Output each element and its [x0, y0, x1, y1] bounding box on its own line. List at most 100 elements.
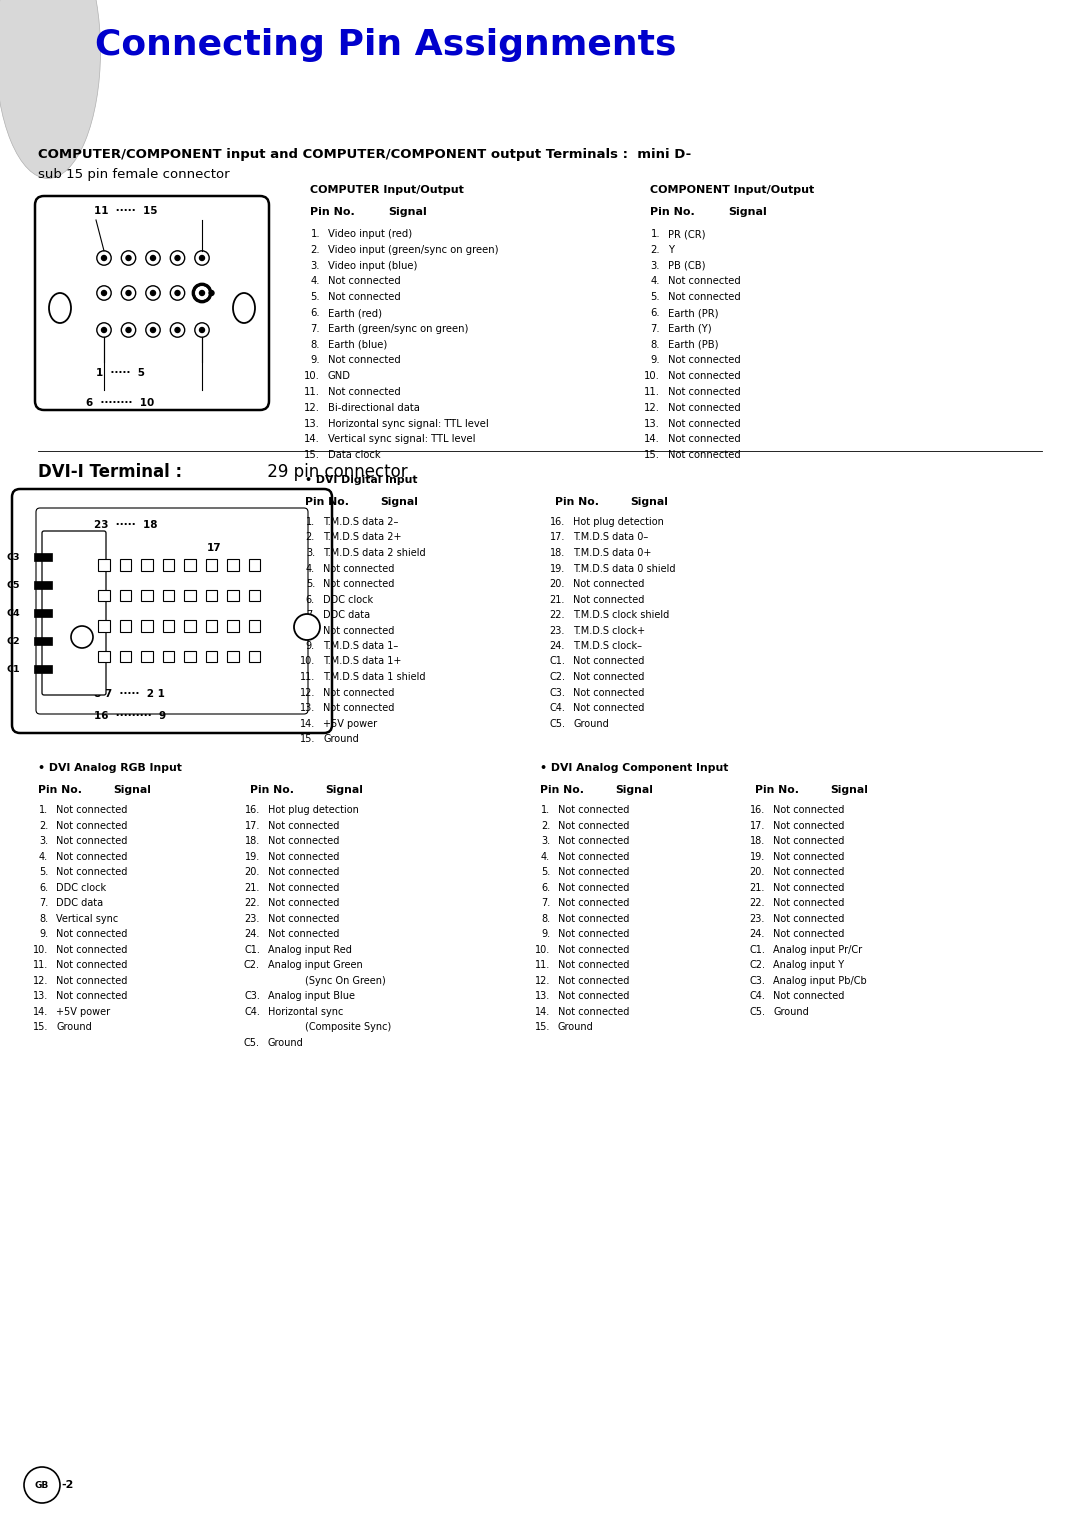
- Circle shape: [200, 291, 204, 295]
- Text: 2.: 2.: [541, 821, 550, 830]
- Circle shape: [200, 256, 204, 260]
- Text: Not connected: Not connected: [773, 806, 845, 815]
- Text: 3.: 3.: [650, 260, 660, 271]
- Text: 14.: 14.: [305, 434, 320, 445]
- Text: 9.: 9.: [306, 641, 315, 650]
- Text: 24.: 24.: [245, 929, 260, 940]
- Text: Earth (green/sync on green): Earth (green/sync on green): [328, 324, 469, 334]
- Circle shape: [194, 286, 210, 300]
- Text: Not connected: Not connected: [268, 899, 339, 908]
- Text: 21.: 21.: [750, 882, 765, 892]
- Text: Hot plug detection: Hot plug detection: [268, 806, 359, 815]
- Text: COMPONENT Input/Output: COMPONENT Input/Output: [650, 184, 814, 195]
- Text: Ground: Ground: [573, 719, 609, 728]
- Text: Ground: Ground: [558, 1022, 594, 1033]
- Circle shape: [150, 327, 156, 332]
- Text: C4.: C4.: [750, 991, 765, 1001]
- Text: Not connected: Not connected: [669, 355, 741, 366]
- Bar: [227, 589, 239, 602]
- Text: T.M.D.S clock+: T.M.D.S clock+: [573, 626, 645, 635]
- Circle shape: [146, 251, 160, 265]
- Text: Vertical sync: Vertical sync: [56, 914, 118, 923]
- Text: Not connected: Not connected: [773, 991, 845, 1001]
- Bar: [185, 650, 195, 663]
- Text: 1.: 1.: [650, 228, 660, 239]
- Circle shape: [121, 251, 136, 265]
- Text: 5.: 5.: [306, 579, 315, 589]
- Bar: [120, 559, 132, 571]
- Text: Signal: Signal: [380, 496, 418, 507]
- Text: 14.: 14.: [644, 434, 660, 445]
- Bar: [33, 637, 52, 646]
- Bar: [206, 650, 217, 663]
- Text: 19.: 19.: [245, 851, 260, 862]
- Text: C2.: C2.: [750, 959, 765, 970]
- Text: 13.: 13.: [535, 991, 550, 1001]
- Text: Not connected: Not connected: [773, 914, 845, 923]
- Text: 10.: 10.: [305, 372, 320, 381]
- Bar: [163, 589, 174, 602]
- Text: Not connected: Not connected: [773, 867, 845, 877]
- Text: 19.: 19.: [750, 851, 765, 862]
- Circle shape: [194, 323, 210, 337]
- Bar: [163, 559, 174, 571]
- Text: Not connected: Not connected: [573, 579, 645, 589]
- Text: 12.: 12.: [32, 976, 48, 985]
- Text: Not connected: Not connected: [268, 851, 339, 862]
- Text: 7.: 7.: [306, 611, 315, 620]
- Circle shape: [175, 256, 180, 260]
- Text: PR (CR): PR (CR): [669, 228, 705, 239]
- Text: 17: 17: [206, 544, 221, 553]
- Text: 18.: 18.: [750, 836, 765, 845]
- Text: T.M.D.S data 0 shield: T.M.D.S data 0 shield: [573, 564, 675, 574]
- Text: 2.: 2.: [306, 533, 315, 542]
- Text: Not connected: Not connected: [773, 851, 845, 862]
- Text: Pin No.: Pin No.: [650, 207, 694, 216]
- Text: 2.: 2.: [39, 821, 48, 830]
- Text: 6.: 6.: [650, 308, 660, 318]
- Text: Pin No.: Pin No.: [305, 496, 349, 507]
- Text: 13.: 13.: [305, 419, 320, 428]
- Bar: [141, 589, 152, 602]
- Text: Data clock: Data clock: [328, 451, 380, 460]
- Text: C2: C2: [6, 637, 21, 646]
- Text: Ground: Ground: [773, 1007, 809, 1016]
- Text: 12.: 12.: [535, 976, 550, 985]
- Text: 9.: 9.: [541, 929, 550, 940]
- Text: 16.: 16.: [750, 806, 765, 815]
- Text: 12.: 12.: [299, 687, 315, 698]
- Text: T.M.D.S data 0–: T.M.D.S data 0–: [573, 533, 648, 542]
- Text: Horizontal sync signal: TTL level: Horizontal sync signal: TTL level: [328, 419, 489, 428]
- Circle shape: [171, 251, 185, 265]
- Text: 13.: 13.: [32, 991, 48, 1001]
- Text: Ground: Ground: [323, 734, 359, 745]
- Text: Not connected: Not connected: [328, 387, 401, 398]
- Text: C3.: C3.: [750, 976, 765, 985]
- Text: Signal: Signal: [325, 784, 363, 795]
- Text: C3.: C3.: [244, 991, 260, 1001]
- Text: Signal: Signal: [113, 784, 151, 795]
- Bar: [98, 620, 110, 632]
- Text: Not connected: Not connected: [323, 704, 394, 713]
- Text: Pin No.: Pin No.: [755, 784, 799, 795]
- Text: Not connected: Not connected: [56, 929, 127, 940]
- Text: 8.: 8.: [541, 914, 550, 923]
- Text: Not connected: Not connected: [573, 594, 645, 605]
- Text: Not connected: Not connected: [669, 451, 741, 460]
- Text: 14.: 14.: [300, 719, 315, 728]
- Text: 23.: 23.: [245, 914, 260, 923]
- Text: Pin No.: Pin No.: [249, 784, 294, 795]
- Text: 15.: 15.: [535, 1022, 550, 1033]
- Text: 6  ········  10: 6 ········ 10: [86, 398, 154, 408]
- Bar: [120, 620, 132, 632]
- Text: 1  ·····  5: 1 ····· 5: [96, 369, 145, 378]
- Text: • DVI Analog RGB Input: • DVI Analog RGB Input: [38, 763, 181, 774]
- Text: Not connected: Not connected: [268, 929, 339, 940]
- Text: 17.: 17.: [550, 533, 565, 542]
- Text: Not connected: Not connected: [669, 387, 741, 398]
- Circle shape: [97, 286, 111, 300]
- Text: Not connected: Not connected: [268, 836, 339, 845]
- Text: Ground: Ground: [56, 1022, 92, 1033]
- Text: Signal: Signal: [615, 784, 653, 795]
- Text: 11  ·····  15: 11 ····· 15: [94, 206, 158, 216]
